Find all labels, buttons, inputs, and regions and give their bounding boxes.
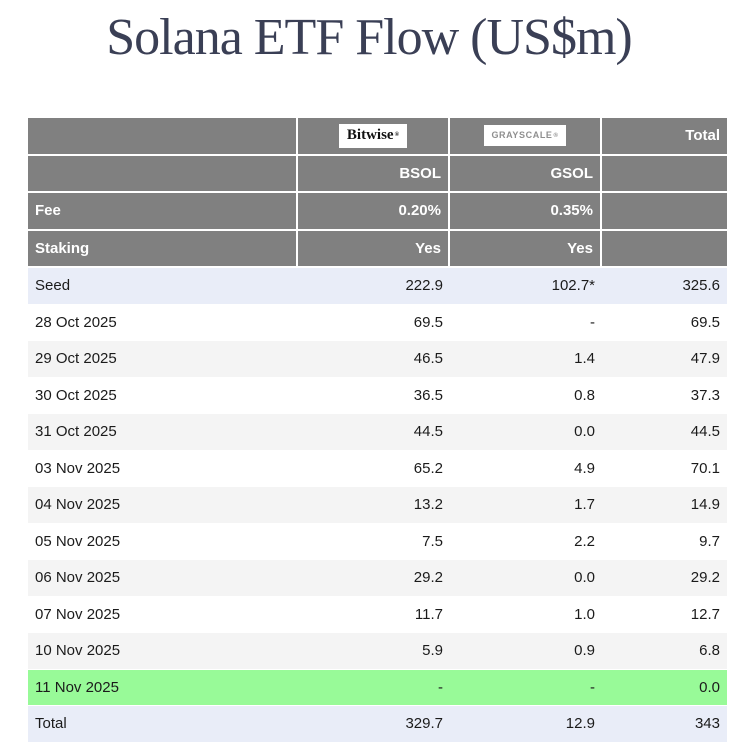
bitwise-logo: Bitwise ® bbox=[338, 123, 408, 148]
gsol-ticker-header: GSOL bbox=[450, 155, 602, 193]
row-bsol-value: 329.7 bbox=[405, 715, 443, 733]
table-header-logo-row: Bitwise ® GRAYSCALE ® Total bbox=[28, 118, 727, 156]
row-total-value: 0.0 bbox=[699, 678, 720, 696]
table-row: 30 Oct 2025 36.5 0.8 37.3 bbox=[28, 377, 727, 414]
row-gsol-value: 4.9 bbox=[574, 459, 595, 477]
header-empty-cell bbox=[28, 118, 298, 156]
bsol-fee-value: 0.20% bbox=[298, 193, 450, 231]
row-label: 03 Nov 2025 bbox=[35, 459, 121, 477]
row-gsol-value: 102.7* bbox=[551, 277, 595, 295]
gsol-staking-value: Yes bbox=[450, 230, 602, 268]
row-label: 11 Nov 2025 bbox=[35, 678, 119, 696]
row-total-value: 12.7 bbox=[690, 605, 720, 623]
row-total-value: 29.2 bbox=[690, 569, 720, 587]
row-gsol-value: 0.0 bbox=[574, 569, 595, 587]
row-label: 28 Oct 2025 bbox=[35, 313, 117, 331]
row-label: 05 Nov 2025 bbox=[35, 532, 121, 550]
row-label: 29 Oct 2025 bbox=[35, 350, 117, 368]
row-bsol-value: 7.5 bbox=[422, 532, 443, 550]
row-gsol-value: 0.8 bbox=[574, 386, 595, 404]
row-label: 07 Nov 2025 bbox=[35, 605, 121, 623]
table-row: Total 329.7 12.9 343 bbox=[28, 706, 727, 743]
table-row: 05 Nov 2025 7.5 2.2 9.7 bbox=[28, 523, 727, 560]
grayscale-logo-cell: GRAYSCALE ® bbox=[450, 118, 602, 156]
table-row: 04 Nov 2025 13.2 1.7 14.9 bbox=[28, 487, 727, 524]
table-row: 29 Oct 2025 46.5 1.4 47.9 bbox=[28, 341, 727, 378]
row-total-value: 44.5 bbox=[690, 423, 720, 441]
table-row: 28 Oct 2025 69.5 - 69.5 bbox=[28, 304, 727, 341]
table-body: Seed 222.9 102.7* 325.6 28 Oct 2025 69.5… bbox=[28, 268, 727, 743]
row-label: 30 Oct 2025 bbox=[35, 386, 117, 404]
table-row: 07 Nov 2025 11.7 1.0 12.7 bbox=[28, 596, 727, 633]
row-label: 04 Nov 2025 bbox=[35, 496, 121, 514]
row-gsol-value: 1.7 bbox=[574, 496, 595, 514]
page-title: Solana ETF Flow (US$m) bbox=[106, 9, 632, 66]
row-label: Seed bbox=[35, 277, 71, 295]
row-label: 31 Oct 2025 bbox=[35, 423, 117, 441]
row-bsol-value: 46.5 bbox=[413, 350, 443, 368]
fee-row-label: Fee bbox=[28, 193, 298, 231]
grayscale-logo: GRAYSCALE ® bbox=[484, 125, 566, 147]
staking-row-total-cell bbox=[602, 230, 727, 268]
gsol-fee-value: 0.35% bbox=[450, 193, 602, 231]
staking-row-label: Staking bbox=[28, 230, 298, 268]
table-row: 31 Oct 2025 44.5 0.0 44.5 bbox=[28, 414, 727, 451]
bsol-ticker-header: BSOL bbox=[298, 155, 450, 193]
row-total-value: 37.3 bbox=[690, 386, 720, 404]
table-row: 10 Nov 2025 5.9 0.9 6.8 bbox=[28, 633, 727, 670]
total-column-header: Total bbox=[602, 118, 727, 156]
table-row: Seed 222.9 102.7* 325.6 bbox=[28, 268, 727, 305]
ticker-row-total-cell bbox=[602, 155, 727, 193]
row-bsol-value: 36.5 bbox=[413, 386, 443, 404]
bsol-staking-value: Yes bbox=[298, 230, 450, 268]
row-total-value: 69.5 bbox=[690, 313, 720, 331]
row-bsol-value: 69.5 bbox=[413, 313, 443, 331]
row-bsol-value: 44.5 bbox=[413, 423, 443, 441]
ticker-row-empty-cell bbox=[28, 155, 298, 193]
row-total-value: 6.8 bbox=[699, 642, 720, 660]
row-total-value: 70.1 bbox=[690, 459, 720, 477]
grayscale-logo-text: GRAYSCALE bbox=[491, 130, 553, 141]
row-gsol-value: 12.9 bbox=[565, 715, 595, 733]
table-row: 06 Nov 2025 29.2 0.0 29.2 bbox=[28, 560, 727, 597]
row-gsol-value: - bbox=[590, 678, 595, 696]
row-total-value: 325.6 bbox=[682, 277, 720, 295]
bitwise-logo-cell: Bitwise ® bbox=[298, 118, 450, 156]
row-label: 10 Nov 2025 bbox=[35, 642, 121, 660]
row-label: Total bbox=[35, 715, 67, 733]
row-bsol-value: 13.2 bbox=[413, 496, 443, 514]
row-total-value: 14.9 bbox=[690, 496, 720, 514]
row-total-value: 47.9 bbox=[690, 350, 720, 368]
row-gsol-value: - bbox=[590, 313, 595, 331]
row-bsol-value: 222.9 bbox=[405, 277, 443, 295]
row-bsol-value: 65.2 bbox=[413, 459, 443, 477]
bitwise-logo-text: Bitwise bbox=[346, 126, 394, 143]
row-bsol-value: 5.9 bbox=[422, 642, 443, 660]
fee-row-total-cell bbox=[602, 193, 727, 231]
row-total-value: 9.7 bbox=[699, 532, 720, 550]
row-label: 06 Nov 2025 bbox=[35, 569, 121, 587]
table-header-staking-row: Staking Yes Yes bbox=[28, 230, 727, 268]
row-gsol-value: 2.2 bbox=[574, 532, 595, 550]
row-gsol-value: 0.9 bbox=[574, 642, 595, 660]
row-bsol-value: 11.7 bbox=[414, 605, 443, 623]
table-header-fee-row: Fee 0.20% 0.35% bbox=[28, 193, 727, 231]
table-header-ticker-row: BSOL GSOL bbox=[28, 155, 727, 193]
table-row: 03 Nov 2025 65.2 4.9 70.1 bbox=[28, 450, 727, 487]
table-row: 11 Nov 2025 - - 0.0 bbox=[28, 669, 727, 706]
row-gsol-value: 1.4 bbox=[574, 350, 595, 368]
row-total-value: 343 bbox=[694, 715, 720, 733]
row-bsol-value: 29.2 bbox=[413, 569, 443, 587]
etf-flow-table: Bitwise ® GRAYSCALE ® Total BSOL GSOL Fee … bbox=[28, 118, 727, 743]
row-gsol-value: 1.0 bbox=[574, 605, 595, 623]
row-bsol-value: - bbox=[438, 678, 443, 696]
row-gsol-value: 0.0 bbox=[574, 423, 595, 441]
